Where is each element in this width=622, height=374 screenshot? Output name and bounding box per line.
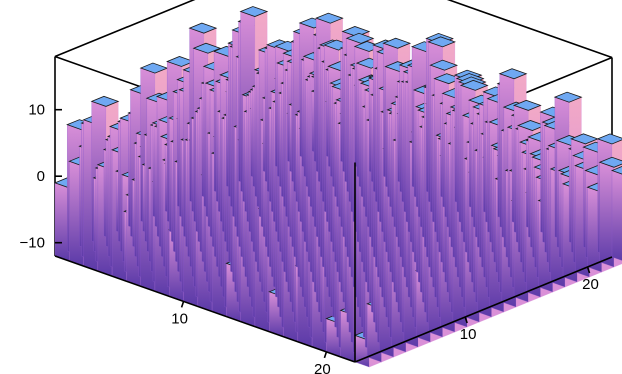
bar-top bbox=[596, 133, 622, 145]
box-edge-top-back-right bbox=[446, 0, 613, 59]
box-front-edges bbox=[54, 162, 613, 363]
bar-top bbox=[553, 91, 583, 103]
y-tick-label: 10 bbox=[460, 326, 477, 343]
bar-top bbox=[90, 95, 120, 107]
y-tick-mark bbox=[464, 316, 468, 324]
bar-top bbox=[429, 59, 459, 71]
z-tick-label: 10 bbox=[28, 102, 45, 119]
box-edge-bottom-front-left bbox=[54, 255, 356, 363]
tick-layer: 10 20 10 20 10 0 −10 bbox=[20, 102, 599, 374]
bar-top bbox=[498, 68, 528, 80]
x-tick-label: 20 bbox=[314, 361, 331, 374]
bar-top bbox=[341, 26, 371, 37]
bar-top bbox=[239, 6, 269, 17]
x-tick-mark bbox=[323, 351, 328, 359]
y-tick-label: 20 bbox=[582, 276, 599, 293]
bar-top bbox=[314, 12, 344, 24]
bar-top bbox=[192, 42, 222, 54]
bars-layer bbox=[53, 6, 622, 368]
x-tick-label: 10 bbox=[171, 310, 188, 327]
bar-top bbox=[512, 99, 542, 111]
bar-top bbox=[382, 37, 412, 49]
z-tick-label: −10 bbox=[20, 235, 45, 252]
bar-face-left bbox=[611, 170, 622, 261]
box-edge-top-back-left bbox=[54, 0, 196, 58]
bar-top bbox=[459, 79, 489, 91]
bar-top bbox=[188, 22, 218, 34]
bar-22-22 bbox=[610, 166, 622, 261]
bar-top bbox=[598, 156, 622, 168]
y-tick-mark bbox=[586, 266, 591, 274]
z-tick-label: 0 bbox=[37, 168, 45, 185]
x-tick-mark bbox=[180, 301, 185, 308]
bar-top bbox=[427, 36, 456, 48]
bar-top bbox=[345, 32, 375, 44]
box-edge-bottom-front-right bbox=[354, 256, 613, 363]
